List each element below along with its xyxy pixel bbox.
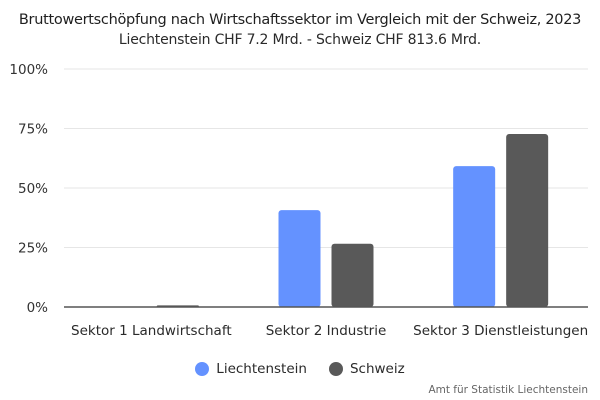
legend-item-schweiz[interactable]: Schweiz xyxy=(328,361,405,377)
source-note: Amt für Statistik Liechtenstein xyxy=(428,384,588,396)
legend: Liechtenstein Schweiz xyxy=(0,361,600,377)
y-axis-ticks: 0% 25% 50% 75% 100% xyxy=(9,62,48,316)
x-tick-label: Sektor 3 Dienstleistungen xyxy=(413,323,588,339)
legend-label-schweiz: Schweiz xyxy=(349,361,405,377)
legend-label-liechtenstein: Liechtenstein xyxy=(216,361,307,377)
x-axis-ticks: Sektor 1 Landwirtschaft Sektor 2 Industri… xyxy=(71,323,588,339)
x-tick-label: Sektor 2 Industrie xyxy=(266,323,387,339)
bar-schweiz xyxy=(331,243,374,307)
bars xyxy=(103,133,549,307)
y-tick-label: 25% xyxy=(18,241,48,257)
chart-title: Bruttowertschöpfung nach Wirtschaftssekt… xyxy=(18,12,582,28)
y-tick-label: 75% xyxy=(18,122,48,138)
bar-liechtenstein xyxy=(278,210,321,307)
x-tick-label: Sektor 1 Landwirtschaft xyxy=(71,323,232,339)
bar-schweiz xyxy=(506,133,549,307)
legend-item-liechtenstein[interactable]: Liechtenstein xyxy=(195,361,307,377)
gridlines xyxy=(64,68,588,248)
y-tick-label: 100% xyxy=(9,62,48,78)
chart-subtitle: Liechtenstein CHF 7.2 Mrd. - Schweiz CHF… xyxy=(118,32,482,48)
legend-swatch-liechtenstein xyxy=(195,362,210,376)
legend-swatch-schweiz xyxy=(328,362,343,376)
bar-liechtenstein xyxy=(453,166,496,307)
y-tick-label: 50% xyxy=(18,181,48,197)
y-tick-label: 0% xyxy=(27,300,49,316)
